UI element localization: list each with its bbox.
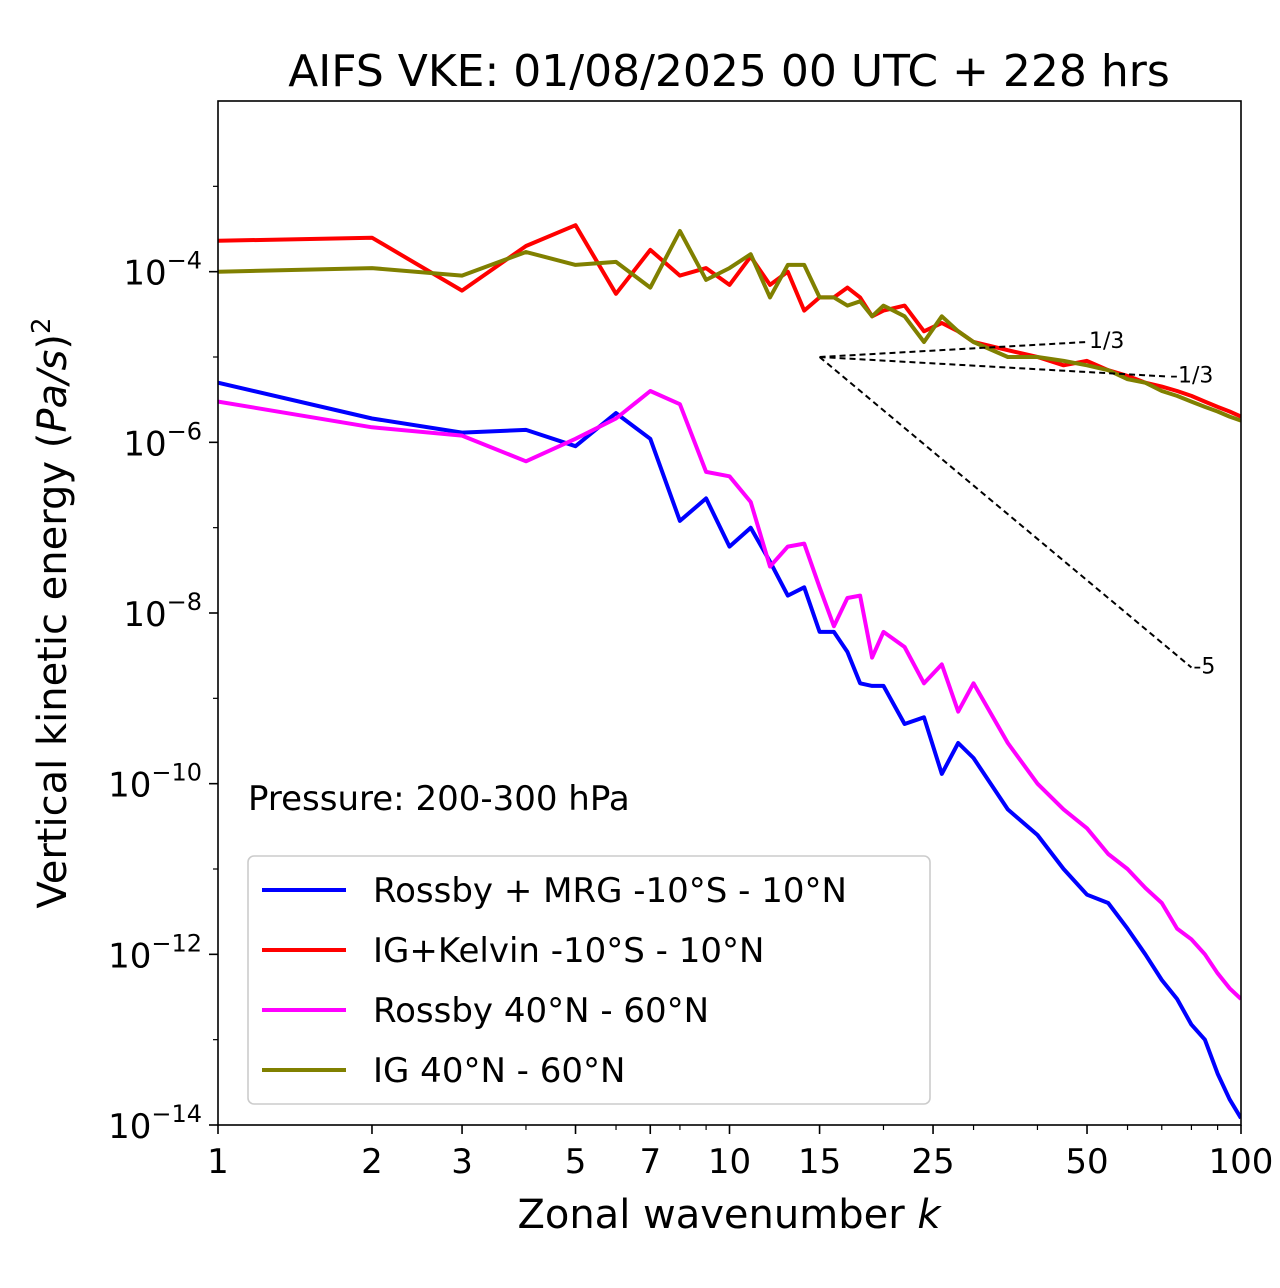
legend-frame bbox=[247, 855, 931, 1105]
series-line-3 bbox=[218, 229, 1241, 423]
y-tick-label: 10−6 bbox=[123, 417, 202, 464]
y-tick-label: 10−14 bbox=[108, 1100, 202, 1147]
reference-line-label-2: -5 bbox=[1193, 654, 1215, 679]
x-tick-label: 2 bbox=[361, 1142, 383, 1182]
series-layer bbox=[218, 223, 1241, 1120]
legend-label-3: IG 40°N - 60°N bbox=[373, 1051, 625, 1091]
y-tick-label: 10−8 bbox=[123, 588, 202, 635]
series-line-2 bbox=[218, 389, 1241, 1001]
legend: Rossby + MRG -10°S - 10°N IG+Kelvin -10°S… bbox=[247, 855, 931, 1105]
legend-label-0: Rossby + MRG -10°S - 10°N bbox=[373, 871, 847, 911]
reference-line-0 bbox=[819, 340, 1088, 358]
chart-title: AIFS VKE: 01/08/2025 00 UTC + 228 hrs bbox=[288, 46, 1170, 97]
reference-line-2 bbox=[818, 356, 1193, 669]
y-axis-label: Vertical kinetic energy (Pa/s)2 bbox=[27, 318, 76, 909]
y-tick-label: 10−10 bbox=[108, 759, 202, 806]
reference-line-label-0: 1/3 bbox=[1089, 329, 1124, 354]
x-tick-label: 100 bbox=[1209, 1142, 1274, 1182]
x-tick-label: 3 bbox=[451, 1142, 473, 1182]
series-line-1 bbox=[218, 223, 1241, 419]
series-line-0 bbox=[218, 380, 1241, 1120]
x-tick-label: 25 bbox=[911, 1142, 954, 1182]
reference-lines bbox=[818, 340, 1193, 669]
x-axis-label: Zonal wavenumber k bbox=[517, 1192, 942, 1238]
reference-line-labels: 1/3 -1/3 -5 bbox=[1089, 329, 1215, 679]
x-axis-ticks: 1 2 3 5 7 10 15 25 50 100 bbox=[207, 1125, 1273, 1182]
reference-line-label-1: -1/3 bbox=[1170, 364, 1213, 389]
y-tick-label: 10−12 bbox=[108, 929, 202, 976]
x-tick-label: 50 bbox=[1065, 1142, 1108, 1182]
x-tick-label: 1 bbox=[207, 1142, 229, 1182]
x-tick-label: 5 bbox=[565, 1142, 587, 1182]
y-axis-ticks: 10−4 10−6 10−8 10−10 10−12 10−14 bbox=[108, 185, 218, 1147]
x-tick-label: 15 bbox=[798, 1142, 841, 1182]
x-tick-label: 7 bbox=[639, 1142, 661, 1182]
legend-label-2: Rossby 40°N - 60°N bbox=[373, 991, 709, 1031]
x-tick-label: 10 bbox=[708, 1142, 751, 1182]
y-tick-label: 10−4 bbox=[123, 247, 202, 294]
reference-line-1 bbox=[819, 356, 1169, 378]
pressure-annotation: Pressure: 200-300 hPa bbox=[248, 779, 630, 819]
legend-label-1: IG+Kelvin -10°S - 10°N bbox=[373, 931, 764, 971]
